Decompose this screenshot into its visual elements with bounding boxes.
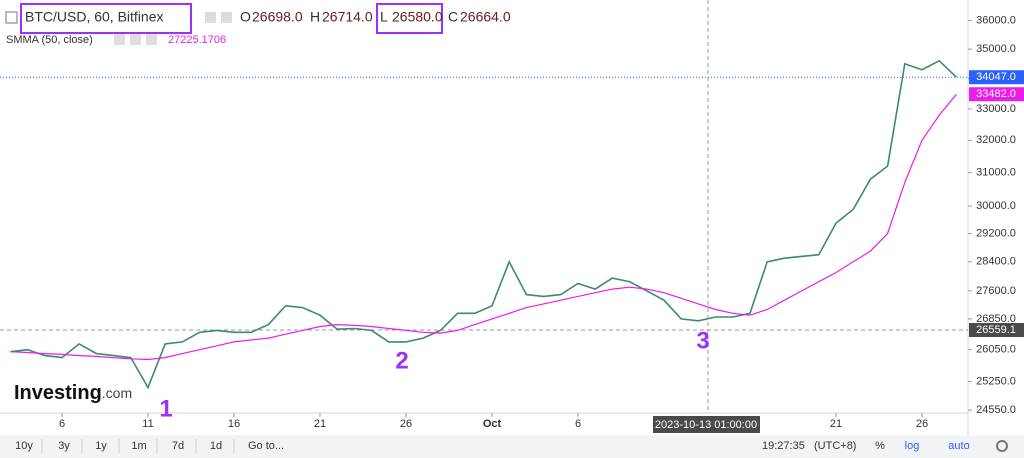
logo-suffix: .com: [102, 385, 132, 401]
annotation: 3: [696, 327, 709, 354]
ohlc-label: H: [310, 9, 320, 25]
annotation: 1: [159, 395, 172, 422]
range-button[interactable]: 1m: [131, 440, 146, 452]
clock: 19:27:35: [762, 440, 805, 452]
goto-button[interactable]: Go to...: [248, 440, 284, 452]
y-tick-label: 30000.0: [976, 200, 1016, 212]
ohlc-label: C: [448, 9, 458, 25]
icon[interactable]: [130, 34, 141, 45]
x-tick-label: Oct: [483, 418, 502, 430]
highlight-box: [376, 3, 443, 34]
x-tick-label: 26: [400, 418, 412, 430]
y-tick-label: 26050.0: [976, 344, 1016, 356]
y-tick-label: 31000.0: [976, 167, 1016, 179]
y-tick-label: 25250.0: [976, 375, 1016, 387]
icon[interactable]: [205, 12, 216, 23]
price-label-bg: [969, 87, 1024, 102]
annotation: 2: [395, 347, 408, 374]
ohlc-value: 26580.0: [392, 9, 443, 25]
range-button[interactable]: 1d: [210, 440, 222, 452]
range-button[interactable]: 10y: [15, 440, 33, 452]
ohlc-value: 26714.0: [322, 9, 373, 25]
ohlc-label: O: [240, 9, 251, 25]
y-tick-label: 29200.0: [976, 227, 1016, 239]
crosshair-time-bg: [653, 416, 760, 433]
logo-name: Investing: [14, 382, 102, 404]
settings-button[interactable]: [996, 440, 1008, 452]
x-tick-label: 21: [314, 418, 326, 430]
logo: Investing.com: [14, 382, 132, 404]
crosshair-label: 26559.1: [976, 324, 1016, 336]
price-label-bg: [969, 70, 1024, 85]
y-tick-label: 33000.0: [976, 103, 1016, 115]
timezone: (UTC+8): [814, 440, 856, 452]
x-tick-label: 21: [830, 418, 842, 430]
price-line: [10, 59, 957, 390]
y-tick-label: 28400.0: [976, 256, 1016, 268]
x-tick-label: 6: [575, 418, 581, 430]
ohlc-value: 26664.0: [460, 9, 511, 25]
range-button[interactable]: 1y: [95, 440, 107, 452]
crosshair-label-bg: [969, 323, 1024, 338]
y-tick-label: 27600.0: [976, 285, 1016, 297]
y-tick-label: 36000.0: [976, 14, 1016, 26]
range-button[interactable]: 7d: [172, 440, 184, 452]
ohlc-value: 26698.0: [252, 9, 303, 25]
auto-button[interactable]: auto: [948, 440, 969, 452]
price-label: 34047.0: [976, 71, 1016, 83]
toolbar-bg: [0, 435, 1024, 458]
x-tick-label: 6: [59, 418, 65, 430]
x-tick-label: 26: [916, 418, 928, 430]
log-button[interactable]: log: [905, 440, 920, 452]
x-tick-label: 16: [228, 418, 240, 430]
icon[interactable]: [221, 12, 232, 23]
indicator-value: 27225.1706: [168, 34, 226, 46]
y-tick-label: 35000.0: [976, 43, 1016, 55]
icon[interactable]: [114, 34, 125, 45]
y-tick-label: 24550.0: [976, 404, 1016, 416]
ohlc-label: L: [380, 9, 388, 25]
indicator-name: SMMA (50, close): [6, 34, 93, 46]
smma-line: [10, 93, 957, 361]
price-label: 33482.0: [976, 88, 1016, 100]
y-tick-label: 26850.0: [976, 313, 1016, 325]
range-button[interactable]: 3y: [58, 440, 70, 452]
collapse-icon[interactable]: [5, 11, 18, 24]
crosshair-time: 2023-10-13 01:00:00: [655, 419, 757, 431]
highlight-box: [20, 3, 192, 34]
icon[interactable]: [146, 34, 157, 45]
y-tick-label: 32000.0: [976, 134, 1016, 146]
percent-button[interactable]: %: [875, 440, 885, 452]
x-tick-label: 11: [142, 418, 153, 430]
chart-title: BTC/USD, 60, Bitfinex: [25, 9, 164, 25]
